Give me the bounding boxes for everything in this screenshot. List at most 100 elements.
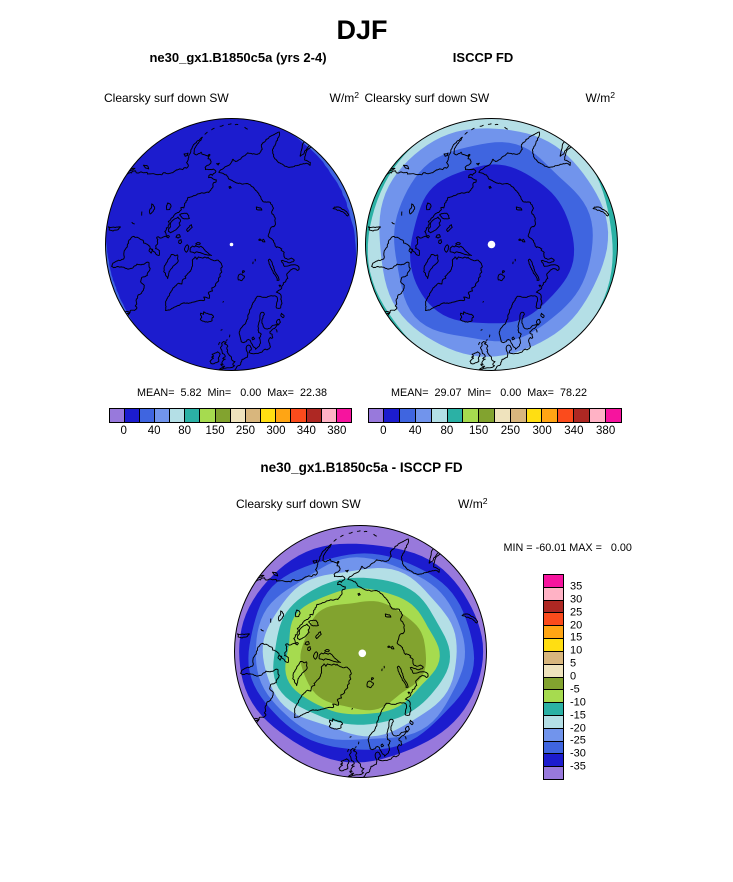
diff-colorbar-cell xyxy=(544,741,563,755)
diff-colorbar-tick-label: 20 xyxy=(570,619,583,631)
diff-colorbar-cell xyxy=(544,728,563,742)
diff-colorbar-cell xyxy=(544,575,563,588)
diff-colorbar-tick-label: -30 xyxy=(570,747,586,760)
colorbar-cell xyxy=(589,408,606,422)
colorbar-cell xyxy=(124,408,140,422)
colorbar-cell xyxy=(431,408,448,422)
diff-colorbar-tick-label: -20 xyxy=(570,722,586,734)
model-units-label: W/m2 xyxy=(329,90,359,105)
colorbar-cell xyxy=(200,408,216,422)
diff-colorbar-cell xyxy=(544,690,563,704)
colorbar-cell xyxy=(276,408,292,422)
model-field-20-40-ese xyxy=(290,132,358,266)
colorbar-tick-label: 380 xyxy=(596,425,616,437)
colorbar-cell xyxy=(321,408,337,422)
colorbar-tick-label: 80 xyxy=(178,425,191,437)
colorbar-cell xyxy=(215,408,231,422)
diff-colorbar-tick-label: -25 xyxy=(570,734,586,747)
colorbar-tick-label: 0 xyxy=(120,425,127,437)
diff-colorbar-cell xyxy=(544,715,563,729)
diff-colorbar-cell xyxy=(544,754,563,768)
colorbar-cell xyxy=(261,408,277,422)
obs-map-fill-contours xyxy=(365,118,617,371)
diff-colorbar-cell xyxy=(544,651,563,665)
colorbar-tick-label: 150 xyxy=(205,425,225,437)
diff-colorbar-cell xyxy=(544,664,563,678)
diff-colorbar-tick-label: -15 xyxy=(570,709,586,722)
diff-colorbar-tick-label: 35 xyxy=(570,580,583,593)
colorbar-cell xyxy=(139,408,155,422)
diff-colorbar-cell xyxy=(544,639,563,652)
model-panel-title: ne30_gx1.B1850c5a (yrs 2-4) xyxy=(149,50,327,65)
diff-panel-title: ne30_gx1.B1850c5a - ISCCP FD xyxy=(260,460,463,475)
obs-colorbar xyxy=(367,407,622,423)
colorbar-cell xyxy=(170,408,186,422)
diff-colorbar-tick-label: 25 xyxy=(570,606,583,619)
diff-colorbar-tick-label: 15 xyxy=(570,631,583,644)
units-base: W/m xyxy=(585,91,611,105)
colorbar-cell xyxy=(306,408,322,422)
model-field-20-40-wsw xyxy=(105,235,135,325)
obs-map xyxy=(364,118,618,371)
obs-units-label: W/m2 xyxy=(585,90,615,105)
diff-map xyxy=(234,525,487,778)
colorbar-tick-label: 40 xyxy=(147,425,161,437)
diff-colorbar-cell xyxy=(544,613,563,627)
units-exponent: 2 xyxy=(482,495,488,506)
diff-colorbar-cell xyxy=(544,677,563,691)
units-exponent: 2 xyxy=(354,90,359,101)
model-map xyxy=(105,117,358,371)
colorbar-cell xyxy=(245,408,262,422)
colorbar-tick-label: 250 xyxy=(235,425,256,437)
colorbar-cell xyxy=(526,408,543,422)
obs-field-label: Clearsky surf down SW xyxy=(364,91,490,105)
diff-colorbar-tick-label: 10 xyxy=(570,644,583,657)
model-field-label: Clearsky surf down SW xyxy=(104,91,229,105)
colorbar-cell xyxy=(291,408,307,422)
diff-colorbar-cell xyxy=(544,703,563,716)
colorbar-tick-label: 40 xyxy=(408,425,422,437)
colorbar-cell xyxy=(185,408,201,422)
units-base: W/m xyxy=(458,496,483,511)
colorbar-tick-label: 340 xyxy=(296,425,316,437)
diff-colorbar-cell xyxy=(544,587,563,601)
diff-minmax: MIN = -60.01 MAX = 0.00 xyxy=(503,541,632,554)
diff-units-label: W/m2 xyxy=(458,495,488,511)
diff-colorbar-tick-label: 0 xyxy=(570,670,577,683)
colorbar-tick-label: 380 xyxy=(327,425,347,437)
colorbar-cell xyxy=(230,408,246,422)
diff-colorbar-tick-label: -5 xyxy=(570,683,580,696)
diff-field-label: Clearsky surf down SW xyxy=(236,496,361,511)
colorbar-tick-label: 300 xyxy=(266,425,286,437)
colorbar-tick-label: 150 xyxy=(469,425,489,437)
colorbar-cell xyxy=(605,408,621,422)
colorbar-cell xyxy=(368,408,385,422)
diff-colorbar-cell xyxy=(544,767,563,779)
colorbar-tick-label: 340 xyxy=(564,425,584,437)
model-map-pole-dot xyxy=(229,242,234,246)
colorbar-tick-label: 0 xyxy=(380,425,387,437)
diff-colorbar-tick-label: 5 xyxy=(570,657,577,670)
diff-colorbar xyxy=(543,574,564,780)
model-colorbar xyxy=(108,407,352,423)
colorbar-cell xyxy=(447,408,464,422)
colorbar-cell xyxy=(384,408,401,422)
diff-map-fill-contours xyxy=(234,525,487,778)
colorbar-cell xyxy=(558,408,575,422)
units-exponent: 2 xyxy=(610,90,615,101)
model-map-boundary-circle xyxy=(105,117,358,371)
colorbar-cell xyxy=(542,408,559,422)
units-base: W/m xyxy=(329,91,355,105)
colorbar-cell xyxy=(479,408,495,422)
colorbar-cell xyxy=(415,408,432,422)
obs-panel-title: ISCCP FD xyxy=(452,50,514,65)
obs-map-boundary-circle xyxy=(364,118,618,371)
diff-map-pole-dot xyxy=(358,649,367,658)
model-map-fill-contours xyxy=(105,118,358,370)
colorbar-cell xyxy=(109,408,125,422)
colorbar-cell xyxy=(336,408,351,422)
colorbar-cell xyxy=(154,408,171,422)
colorbar-cell xyxy=(574,408,590,422)
colorbar-cell xyxy=(510,408,527,422)
